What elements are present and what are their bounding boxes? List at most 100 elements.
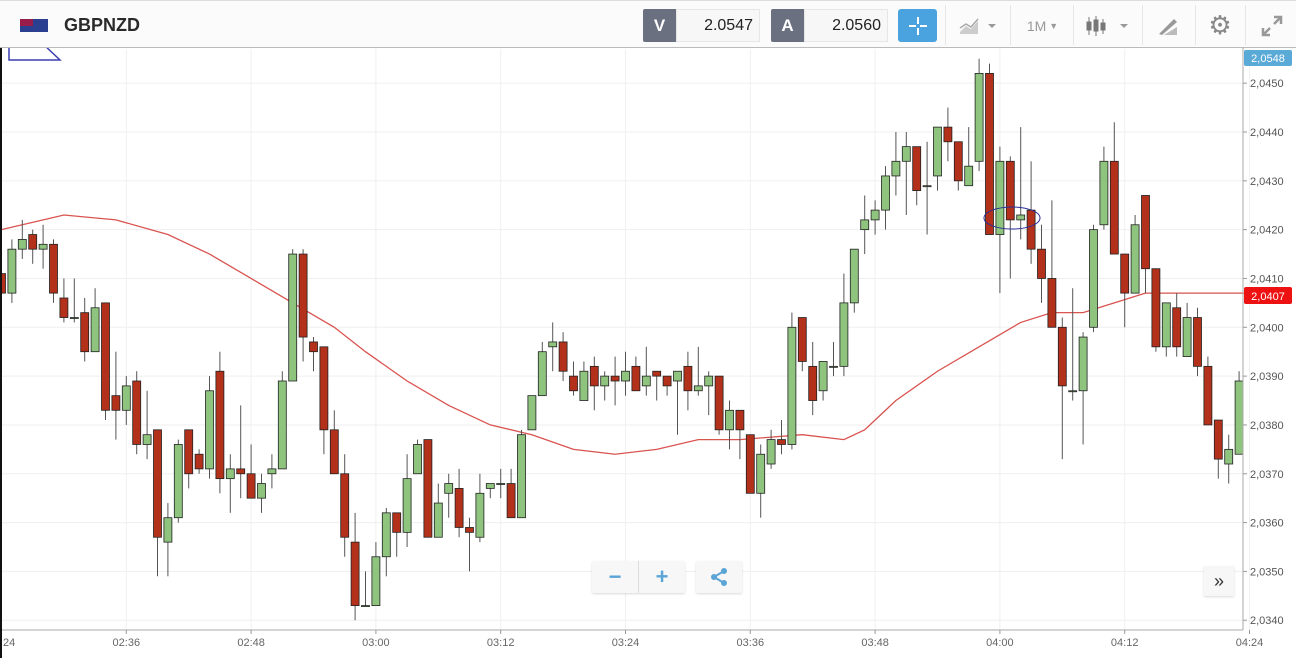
candle-body-down xyxy=(309,341,318,353)
candle xyxy=(901,132,911,215)
interval-dropdown[interactable]: 1M ▼ xyxy=(1015,9,1070,42)
candle-body-down xyxy=(1151,268,1161,348)
candle xyxy=(517,429,526,519)
candle-body-down xyxy=(1037,248,1046,279)
zoom-out-button[interactable]: − xyxy=(592,561,639,593)
candle xyxy=(184,429,194,489)
zoom-in-button[interactable]: + xyxy=(655,564,669,589)
y-tick-label: 2,0450 xyxy=(1250,78,1284,90)
candle xyxy=(309,337,318,372)
candle xyxy=(1224,434,1234,484)
candle-body-up xyxy=(173,444,183,519)
candle xyxy=(423,439,433,538)
candle-body-up xyxy=(381,512,391,558)
candle-body-down xyxy=(392,512,402,533)
candle xyxy=(225,454,235,513)
candle xyxy=(121,376,131,425)
y-tick-label: 2,0390 xyxy=(1250,371,1284,383)
x-tick-label: 02:48 xyxy=(237,637,265,649)
candle xyxy=(132,371,142,455)
candle-body-down xyxy=(662,375,672,387)
crosshair-button[interactable] xyxy=(898,9,937,42)
candle-body-down xyxy=(777,439,786,445)
candle-body-up xyxy=(922,185,932,188)
candle-body-up xyxy=(849,248,859,304)
candle xyxy=(1213,419,1223,479)
candle-body-down xyxy=(589,365,599,387)
ellipse-drawing[interactable] xyxy=(983,206,1041,230)
bid-label[interactable]: V xyxy=(643,9,676,42)
gb-nz-flag-icon xyxy=(20,19,48,32)
candle-body-down xyxy=(132,380,142,445)
interval-value: 1M xyxy=(1026,17,1047,34)
ask-label[interactable]: A xyxy=(771,9,804,42)
candles xyxy=(0,58,1244,621)
candle xyxy=(725,400,734,450)
candle-body-up xyxy=(891,160,901,177)
candle xyxy=(662,375,672,396)
expand-button[interactable] xyxy=(1254,9,1290,42)
candle xyxy=(194,449,204,474)
candle xyxy=(1047,200,1057,328)
candle xyxy=(257,473,266,513)
candle xyxy=(1141,195,1150,294)
candle-type-button[interactable] xyxy=(1080,9,1135,42)
candle xyxy=(933,126,942,191)
candle-body-down xyxy=(298,253,308,338)
symbol-title: GBPNZD xyxy=(64,15,140,35)
candle xyxy=(1068,288,1078,401)
candle xyxy=(891,132,901,196)
draw-button[interactable] xyxy=(1150,9,1186,42)
candle-body-down xyxy=(943,126,953,143)
candle-body-down xyxy=(569,375,578,392)
candle-body-up xyxy=(225,468,235,480)
candle-body-up xyxy=(205,390,214,470)
candle-body-up xyxy=(1068,390,1078,393)
candle xyxy=(288,249,298,382)
candle xyxy=(340,454,350,557)
moving-average xyxy=(1,214,1250,455)
chart-style-button[interactable] xyxy=(955,9,1003,42)
candle xyxy=(756,444,766,518)
candle xyxy=(610,356,620,406)
candle-body-down xyxy=(246,473,256,499)
share-button[interactable] xyxy=(696,561,742,593)
bid-price[interactable]: 2.0547 xyxy=(676,9,760,42)
candle xyxy=(496,468,506,499)
candle-body-down xyxy=(735,409,745,431)
candle-body-down xyxy=(319,346,329,431)
candle-body-up xyxy=(163,517,173,543)
candle xyxy=(964,127,974,187)
settings-button[interactable]: ⚙ xyxy=(1203,9,1237,42)
candle xyxy=(7,239,17,303)
pencil-icon xyxy=(1159,18,1177,35)
ask-price[interactable]: 2.0560 xyxy=(804,9,888,42)
candle xyxy=(527,395,537,431)
candle-body-down xyxy=(1203,365,1213,426)
candle-body-up xyxy=(142,434,152,445)
candle xyxy=(693,346,703,396)
scroll-right-button[interactable]: » xyxy=(1204,566,1234,596)
candle-body-up xyxy=(517,434,526,519)
candle xyxy=(548,322,558,372)
candle xyxy=(558,332,568,381)
candle xyxy=(17,219,27,259)
candle xyxy=(860,195,870,255)
candle-body-up xyxy=(766,439,776,465)
candle xyxy=(277,371,287,470)
candle-body-up xyxy=(402,478,412,533)
candle xyxy=(974,58,984,172)
candle-body-down xyxy=(111,395,121,411)
chevron-down-icon: ▼ xyxy=(1049,20,1059,31)
candle xyxy=(1234,371,1244,455)
candle xyxy=(808,341,818,416)
candle xyxy=(173,439,183,523)
candle-body-down xyxy=(329,429,339,475)
y-tick-label: 2,0400 xyxy=(1250,322,1284,334)
candle xyxy=(236,405,246,499)
candlestick-icon xyxy=(1086,15,1128,36)
candle-body-down xyxy=(59,297,69,318)
candle-body-down xyxy=(236,468,246,475)
candle xyxy=(1151,268,1161,352)
